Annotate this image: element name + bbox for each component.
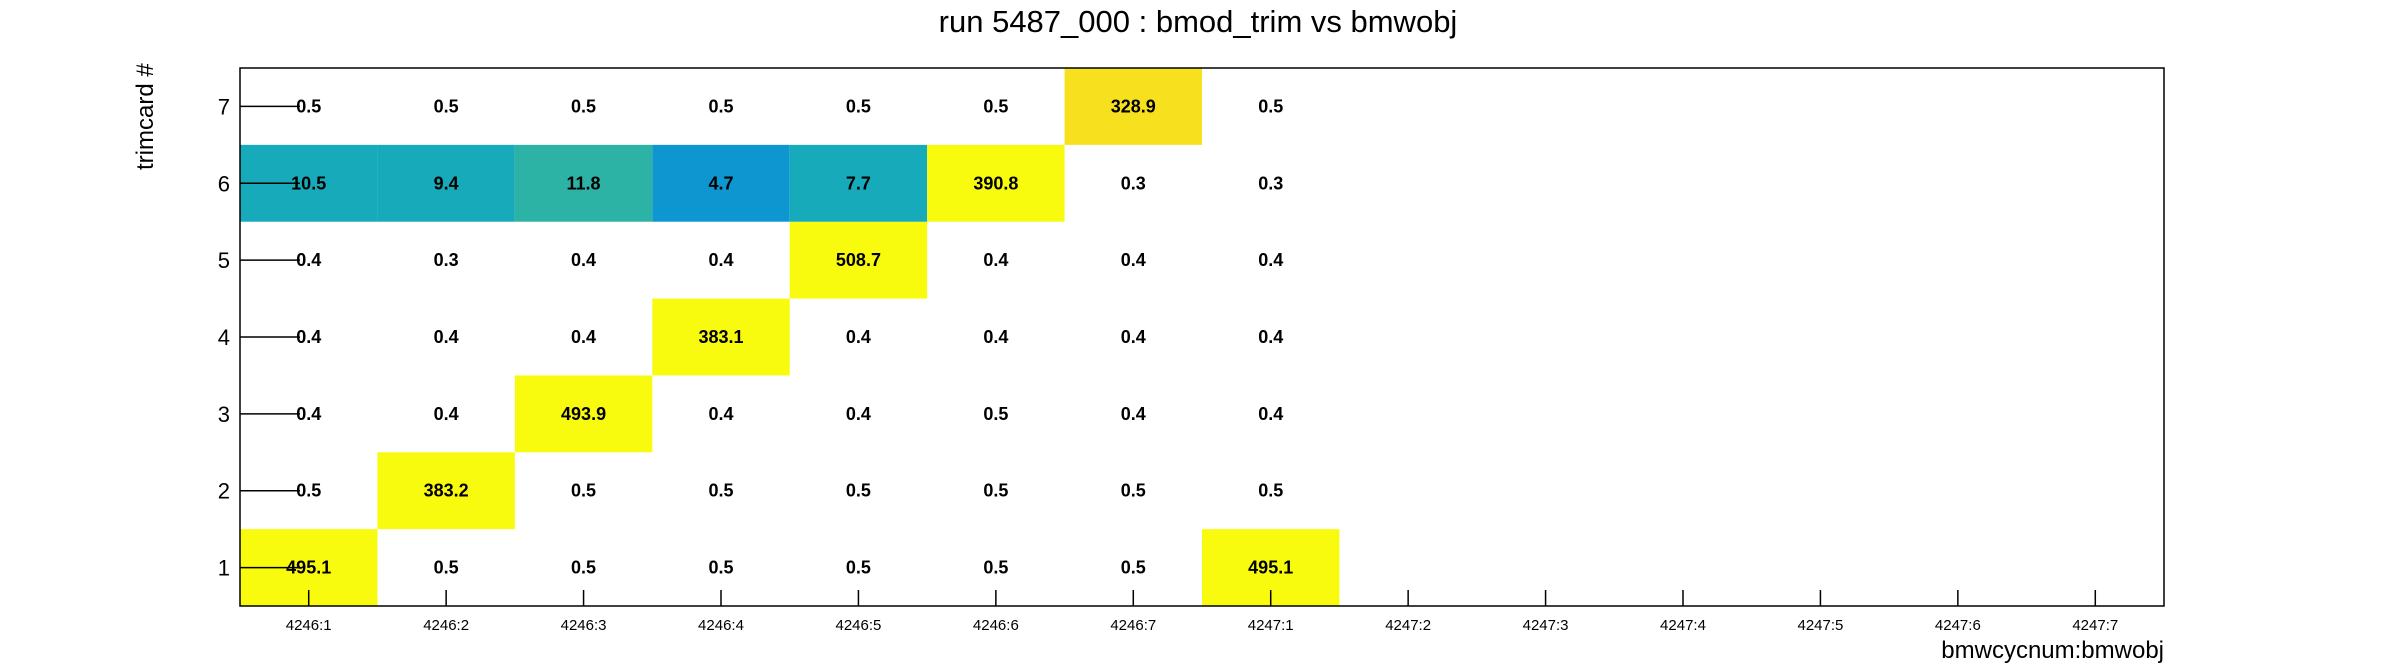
heatmap-cell [789,144,928,222]
cell-value-label: 0.5 [571,481,596,501]
y-tick-label: 1 [218,556,230,581]
cell-value-label: 0.5 [1121,481,1146,501]
cell-value-label: 11.8 [567,173,601,193]
y-tick-label: 3 [218,402,230,427]
y-tick-label: 2 [218,479,230,504]
cell-value-label: 0.3 [434,250,459,270]
cell-value-label: 0.4 [1121,250,1146,270]
cell-value-label: 0.5 [296,481,321,501]
heatmap-cell [1064,68,1202,145]
cell-value-label: 4.7 [708,173,733,193]
cell-value-label: 0.5 [1121,558,1146,578]
x-tick-label: 4246:6 [973,617,1019,634]
y-tick-label: 5 [218,248,230,273]
cell-value-label: 0.4 [1121,327,1146,347]
cell-value-label: 0.5 [571,558,596,578]
x-tick-label: 4246:1 [286,617,332,634]
chart-title: run 5487_000 : bmod_trim vs bmwobj [939,4,1458,39]
x-tick-label: 4247:4 [1660,617,1706,634]
cell-value-label: 9.4 [434,173,459,193]
x-tick-label: 4247:6 [1935,617,1981,634]
plot-frame [239,67,2165,607]
cell-value-label: 0.5 [1258,481,1283,501]
cell-value-label: 383.2 [424,481,469,501]
cell-value-label: 0.5 [708,96,733,116]
cell-value-label: 495.1 [286,558,331,578]
cell-value-label: 0.5 [846,558,871,578]
cell-value-label: 390.8 [973,173,1018,193]
cell-value-label: 0.4 [296,327,321,347]
heatmap-cell [789,221,928,299]
cell-value-label: 0.4 [708,250,733,270]
cell-value-label: 495.1 [1248,558,1293,578]
cell-labels: 495.1 0.5 0.5 0.5 0.5 0.5 0.5 495.1 0.5 383.2 0.5 0… [286,96,1293,577]
cell-value-label: 0.5 [296,96,321,116]
cell-value-label: 383.1 [698,327,743,347]
x-tick-label: 4246:2 [423,617,469,634]
x-tick-label: 4246:3 [561,617,607,634]
cell-value-label: 0.4 [1258,327,1283,347]
x-tick-label: 4246:4 [698,617,744,634]
cell-value-label: 0.3 [1121,173,1146,193]
cell-value-label: 0.5 [983,404,1008,424]
cell-value-label: 0.5 [708,558,733,578]
cell-value-label: 0.5 [434,96,459,116]
cell-value-label: 0.4 [846,404,871,424]
x-axis-title: bmwcycnum:bmwobj [1941,637,2164,664]
cell-value-label: 0.3 [1258,173,1283,193]
cell-value-label: 0.5 [846,96,871,116]
heatmap-cells [240,68,1340,606]
cell-value-label: 508.7 [836,250,881,270]
cell-value-label: 0.5 [983,558,1008,578]
y-tick-label: 7 [218,94,230,119]
cell-value-label: 0.4 [571,250,596,270]
heatmap-cell [377,452,515,530]
cell-value-label: 328.9 [1111,96,1156,116]
x-tick-label: 4246:5 [835,617,881,634]
cell-value-label: 0.4 [708,404,733,424]
heatmap-cell [652,298,790,376]
heatmap-cell [377,144,515,222]
cell-value-label: 0.5 [571,96,596,116]
cell-value-label: 0.4 [1258,404,1283,424]
cell-value-label: 0.4 [846,327,871,347]
cell-value-label: 0.4 [434,327,459,347]
y-tick-label: 6 [218,171,230,196]
x-tick-label: 4247:2 [1385,617,1431,634]
x-tick-label: 4247:7 [2072,617,2118,634]
y-axis-title: trimcard # [132,63,159,170]
cell-value-label: 0.4 [1121,404,1146,424]
x-tick-label: 4246:7 [1110,617,1156,634]
heatmap-cell [927,144,1065,222]
cell-value-label: 0.4 [983,327,1008,347]
axis-ticks: 4246:1 4246:2 4246:3 4246:4 4246:5 4246:6 4246… [218,94,2118,634]
cell-value-label: 0.4 [296,404,321,424]
cell-value-label: 0.5 [846,481,871,501]
x-tick-label: 4247:5 [1797,617,1843,634]
cell-value-label: 0.4 [434,404,459,424]
x-tick-label: 4247:3 [1523,617,1569,634]
x-tick-label: 4247:1 [1248,617,1294,634]
cell-value-label: 0.5 [983,96,1008,116]
y-tick-label: 4 [218,325,230,350]
cell-value-label: 0.5 [983,481,1008,501]
cell-value-label: 0.4 [296,250,321,270]
heatmap-cell [514,375,653,453]
heatmap-cell [652,144,790,222]
cell-value-label: 0.5 [708,481,733,501]
cell-value-label: 0.5 [434,558,459,578]
cell-value-label: 0.4 [571,327,596,347]
cell-value-label: 7.7 [846,173,871,193]
heatmap-cell [514,144,653,222]
cell-value-label: 0.4 [983,250,1008,270]
cell-value-label: 0.4 [1258,250,1283,270]
cell-value-label: 10.5 [291,173,326,193]
cell-value-label: 0.5 [1258,96,1283,116]
cell-value-label: 493.9 [561,404,606,424]
